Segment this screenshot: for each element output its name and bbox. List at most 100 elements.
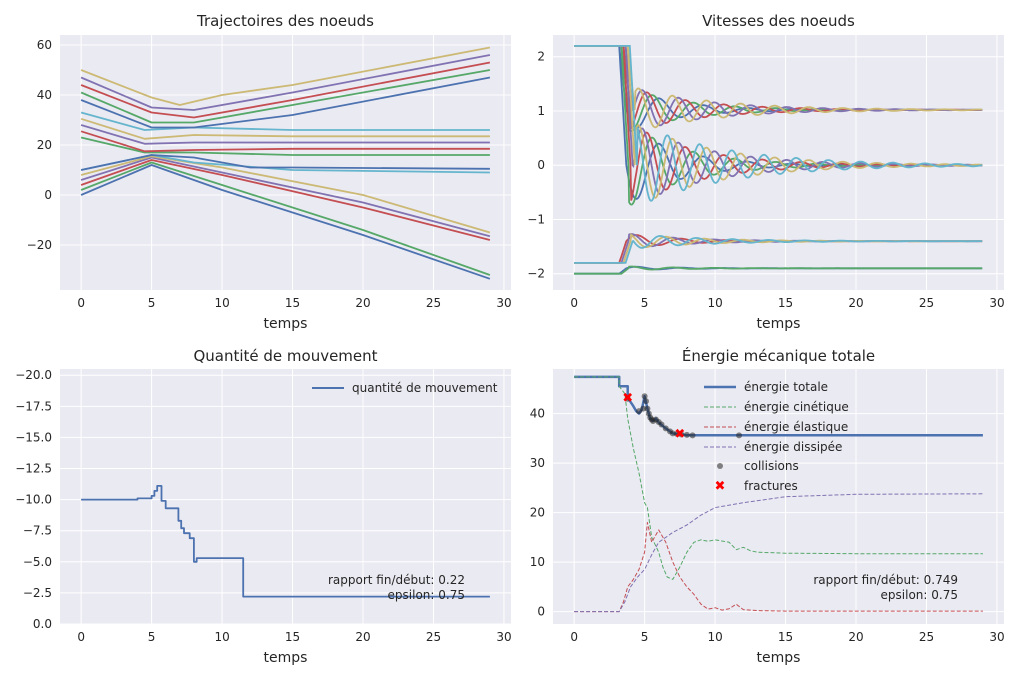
series-line [80, 124, 490, 145]
series-line [80, 54, 491, 111]
series-line [80, 154, 490, 171]
y-tick-label: −17.5 [15, 399, 52, 413]
y-tick-label: 30 [530, 456, 545, 470]
series-line [80, 161, 491, 276]
y-tick-label: 10 [530, 555, 545, 569]
x-tick-label: 5 [148, 630, 156, 644]
x-tick-label: 20 [355, 630, 370, 644]
x-tick-label: 25 [426, 630, 441, 644]
tick-labels: 0 5 10 15 20 25 30 0 10 20 30 40 [530, 407, 1005, 644]
annotation-epsilon: epsilon: 0.75 [388, 588, 465, 602]
x-tick-label: 25 [919, 630, 934, 644]
x-tick-label: 10 [707, 630, 722, 644]
x-tick-label: 0 [77, 296, 85, 310]
chart-title: Énergie mécanique totale [682, 346, 875, 365]
x-tick-label: 20 [848, 296, 863, 310]
x-tick-label: 25 [919, 296, 934, 310]
x-tick-label: 30 [496, 630, 511, 644]
x-tick-label: 15 [778, 630, 793, 644]
chart-title: Quantité de mouvement [193, 347, 377, 365]
x-tick-label: 10 [214, 296, 229, 310]
panel-momentum: 0 5 10 15 20 25 30 0.0 −2.5 −5.0 −7.5 −10.0 −12.5 −15… [15, 347, 511, 666]
x-tick-label: 5 [148, 296, 156, 310]
x-tick-label: 10 [214, 630, 229, 644]
collision-point [658, 421, 665, 428]
y-tick-label: 40 [530, 407, 545, 421]
x-tick-label: 25 [426, 296, 441, 310]
annotation-ratio: rapport fin/début: 0.22 [328, 573, 465, 587]
y-tick-label: −1 [527, 212, 545, 226]
legend-marker-collisions [717, 463, 723, 469]
chart-title: Trajectoires des noeuds [196, 12, 374, 30]
x-tick-label: 15 [285, 296, 300, 310]
x-tick-label: 30 [989, 630, 1004, 644]
x-tick-label: 5 [641, 630, 649, 644]
fracture-marker: ✖ [674, 427, 685, 442]
velocity-line [574, 265, 983, 275]
legend-label-collisions: collisions [744, 459, 799, 473]
series-line [80, 117, 490, 140]
y-tick-label: −2.5 [23, 586, 52, 600]
series-line [574, 376, 983, 580]
tick-labels: 0 5 10 15 20 25 30 −2 −1 0 1 2 [527, 50, 1004, 310]
collision-point [643, 398, 650, 405]
x-tick-label: 10 [707, 296, 722, 310]
y-tick-label: −2 [527, 267, 545, 281]
y-tick-label: −15.0 [15, 430, 52, 444]
x-tick-label: 20 [848, 630, 863, 644]
series-line [80, 159, 491, 241]
collision-point [678, 431, 685, 438]
y-tick-label: −20.0 [15, 368, 52, 382]
velocity-line [574, 45, 983, 127]
velocity-line [574, 45, 983, 202]
series-lines: ✖✖ [574, 375, 983, 613]
fracture-marker: ✖ [622, 391, 633, 406]
plot-area [60, 369, 511, 624]
legend-label-elastic: énergie élastique [744, 420, 848, 434]
annotation-ratio: rapport fin/début: 0.749 [813, 573, 958, 587]
y-tick-label: 0 [537, 605, 545, 619]
y-tick-label: 2 [537, 50, 545, 64]
collision-point [689, 432, 696, 439]
y-tick-label: 0 [537, 158, 545, 172]
collision-point [683, 431, 690, 438]
legend-label-kinetic: énergie cinétique [744, 400, 849, 414]
legend-marker-fractures: ✖ [715, 479, 726, 494]
panel-trajectories: 0 5 10 15 20 25 30 −20 0 20 40 60 Trajectoires des … [27, 12, 512, 332]
collision-point [662, 425, 669, 432]
series-line [574, 493, 983, 613]
annotation-epsilon: epsilon: 0.75 [881, 588, 958, 602]
y-tick-label: −10.0 [15, 493, 52, 507]
tick-labels: 0 5 10 15 20 25 30 0.0 −2.5 −5.0 −7.5 −10.0 −12.5 −15… [15, 368, 511, 644]
x-tick-label: 0 [570, 296, 578, 310]
series-lines [574, 45, 983, 275]
series-line [80, 61, 491, 119]
collision-point [736, 432, 743, 439]
legend: énergie totale énergie cinétique énergie… [704, 380, 849, 494]
x-tick-label: 0 [570, 630, 578, 644]
series-lines [80, 46, 491, 280]
series-line [80, 76, 491, 129]
velocity-line [574, 234, 983, 264]
legend-label-fractures: fractures [744, 479, 798, 493]
x-tick-label: 30 [496, 296, 511, 310]
series-line [80, 46, 491, 106]
collision-point [641, 393, 648, 400]
velocity-line [574, 45, 983, 199]
y-tick-label: −5.0 [23, 555, 52, 569]
collision-point [644, 405, 651, 412]
plot-area [553, 369, 1004, 624]
chart-title: Vitesses des noeuds [702, 12, 855, 30]
x-axis-label: temps [757, 650, 801, 666]
y-tick-label: 40 [37, 88, 52, 102]
series-line [81, 485, 490, 598]
y-tick-label: 0.0 [33, 617, 52, 631]
grid [60, 369, 511, 625]
grid [553, 369, 1004, 624]
x-axis-label: temps [264, 316, 308, 332]
y-tick-label: −12.5 [15, 462, 52, 476]
series-lines [81, 485, 490, 598]
